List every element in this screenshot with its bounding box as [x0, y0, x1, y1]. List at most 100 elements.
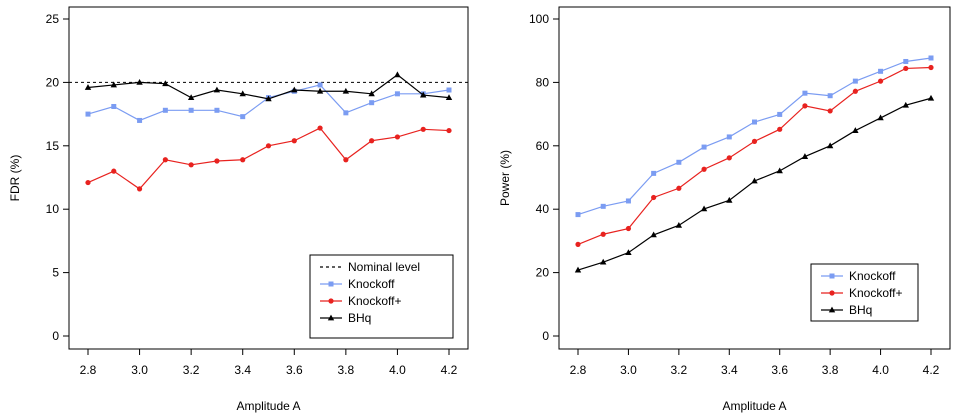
data-point [239, 90, 246, 97]
data-point [85, 179, 91, 186]
data-point [394, 91, 400, 97]
data-point [369, 138, 375, 144]
y-axis-label: FDR (%) [8, 155, 22, 202]
data-point [110, 81, 117, 88]
data-point [776, 167, 783, 174]
data-point [394, 71, 401, 78]
y-tick-label: 20 [46, 75, 60, 89]
legend-marker [829, 290, 835, 296]
data-point [928, 64, 934, 71]
data-point [877, 114, 884, 121]
data-point [394, 134, 401, 140]
data-point [240, 157, 246, 163]
data-point [162, 80, 169, 87]
data-point [600, 258, 607, 265]
data-point [928, 55, 934, 61]
data-point [651, 194, 657, 201]
y-tick-label: 20 [536, 266, 550, 280]
legend-label: BHq [849, 303, 872, 317]
x-tick-label: 2.8 [570, 363, 587, 377]
data-point [852, 127, 859, 133]
data-point [446, 87, 452, 93]
x-tick-label: 3.0 [131, 363, 148, 377]
data-point [187, 94, 195, 101]
data-point [137, 117, 143, 123]
data-point [726, 134, 732, 140]
data-point [751, 177, 758, 184]
data-point [701, 144, 707, 150]
data-point [317, 82, 323, 88]
data-point [291, 86, 298, 93]
x-tick-label: 4.2 [441, 363, 458, 377]
data-point [188, 107, 194, 113]
data-point [188, 162, 194, 168]
data-point [575, 212, 581, 218]
chart-panel-1: 2.8 3.0 3.2 3.4 3.6 3.8 4.0 4.2 0 20 40 60 80 100 Ampl… [498, 6, 951, 413]
y-axis-label: Power (%) [498, 150, 512, 206]
series-line-knockoff-plus [577, 66, 932, 245]
x-tick-label: 3.4 [234, 363, 251, 377]
data-point [902, 101, 909, 108]
y-tick-label: 0 [542, 329, 549, 343]
legend-label: Knockoff [348, 277, 395, 291]
legend-label: BHq [348, 311, 371, 325]
y-tick-label: 80 [536, 75, 550, 89]
data-point [675, 221, 683, 228]
series-line-knockoff [87, 84, 450, 122]
data-point [726, 155, 732, 161]
data-point [136, 186, 143, 192]
data-point [625, 249, 632, 256]
data-point [651, 170, 657, 176]
legend-marker [829, 273, 835, 279]
data-point [369, 100, 375, 106]
data-point [625, 225, 632, 232]
data-point [111, 168, 117, 174]
y-tick-label: 60 [536, 139, 550, 153]
x-tick-label: 3.2 [671, 363, 688, 377]
data-point [903, 58, 909, 64]
data-point [827, 108, 833, 114]
data-point [903, 65, 909, 72]
y-tick-label: 100 [529, 12, 549, 26]
x-tick-label: 3.6 [771, 363, 788, 377]
data-point [342, 87, 350, 94]
x-tick-label: 3.4 [721, 363, 738, 377]
x-tick-label: 2.8 [80, 363, 97, 377]
plot-frame [68, 6, 469, 350]
data-point [927, 94, 935, 101]
data-point [801, 153, 809, 159]
data-point [85, 111, 91, 117]
data-point [214, 158, 220, 164]
data-point [802, 90, 808, 96]
data-point [877, 78, 884, 84]
y-tick-label: 15 [46, 139, 60, 153]
x-axis-label: Amplitude A [722, 399, 786, 413]
data-point [446, 127, 452, 134]
data-point [445, 94, 453, 101]
x-tick-label: 4.2 [923, 363, 940, 377]
legend-label: Knockoff [849, 269, 896, 283]
y-tick-label: 40 [536, 202, 550, 216]
x-axis-label: Amplitude A [236, 399, 300, 413]
data-point [600, 231, 606, 237]
y-tick-label: 0 [52, 329, 59, 343]
data-point [162, 107, 168, 113]
legend-box [309, 254, 454, 339]
legend: Knockoff Knockoff+ BHq [810, 263, 919, 322]
y-tick-label: 25 [46, 12, 60, 26]
data-point [600, 203, 606, 209]
legend-marker [328, 281, 334, 287]
x-tick-label: 3.0 [620, 363, 637, 377]
legend: Nominal level Knockoff Knockoff+ BHq [309, 254, 454, 339]
x-tick-label: 3.2 [183, 363, 200, 377]
data-point [291, 138, 297, 144]
data-point [752, 119, 757, 125]
data-point [111, 103, 117, 109]
legend-label: Nominal level [348, 260, 420, 274]
data-point [316, 87, 324, 94]
data-point [650, 231, 657, 238]
data-point [574, 266, 582, 273]
data-point [136, 79, 143, 85]
x-tick-label: 3.8 [338, 363, 355, 377]
data-point [84, 84, 92, 90]
